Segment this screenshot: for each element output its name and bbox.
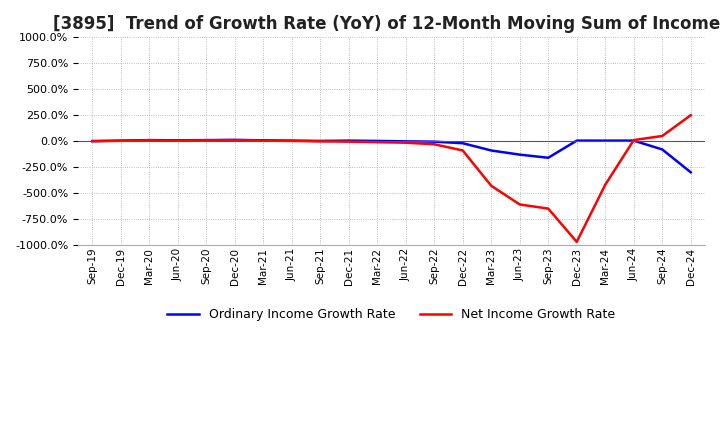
Legend: Ordinary Income Growth Rate, Net Income Growth Rate: Ordinary Income Growth Rate, Net Income … (163, 303, 621, 326)
Title: [3895]  Trend of Growth Rate (YoY) of 12-Month Moving Sum of Incomes: [3895] Trend of Growth Rate (YoY) of 12-… (53, 15, 720, 33)
Net Income Growth Rate (202, 138, 210, 143)
Ordinary Income Growth Rate (230, 137, 239, 143)
Ordinary Income Growth Rate (287, 138, 296, 143)
Ordinary Income Growth Rate (487, 148, 495, 153)
Net Income Growth Rate (145, 138, 153, 143)
Ordinary Income Growth Rate (373, 138, 382, 143)
Ordinary Income Growth Rate (686, 170, 695, 175)
Net Income Growth Rate (230, 137, 239, 143)
Net Income Growth Rate (516, 202, 524, 207)
Net Income Growth Rate (287, 138, 296, 143)
Ordinary Income Growth Rate (402, 139, 410, 144)
Net Income Growth Rate (601, 182, 610, 187)
Net Income Growth Rate (88, 139, 96, 144)
Net Income Growth Rate (259, 138, 268, 143)
Net Income Growth Rate (544, 206, 552, 211)
Net Income Growth Rate (316, 139, 325, 144)
Ordinary Income Growth Rate (516, 152, 524, 157)
Ordinary Income Growth Rate (88, 139, 96, 144)
Net Income Growth Rate (629, 137, 638, 143)
Net Income Growth Rate (686, 113, 695, 118)
Net Income Growth Rate (373, 139, 382, 145)
Ordinary Income Growth Rate (601, 138, 610, 143)
Ordinary Income Growth Rate (344, 138, 353, 143)
Ordinary Income Growth Rate (430, 139, 438, 144)
Line: Net Income Growth Rate: Net Income Growth Rate (92, 115, 690, 242)
Ordinary Income Growth Rate (202, 137, 210, 143)
Ordinary Income Growth Rate (459, 140, 467, 146)
Net Income Growth Rate (117, 138, 125, 143)
Net Income Growth Rate (174, 138, 182, 143)
Ordinary Income Growth Rate (544, 155, 552, 161)
Line: Ordinary Income Growth Rate: Ordinary Income Growth Rate (92, 140, 690, 172)
Ordinary Income Growth Rate (174, 138, 182, 143)
Net Income Growth Rate (344, 139, 353, 144)
Ordinary Income Growth Rate (145, 137, 153, 143)
Ordinary Income Growth Rate (316, 138, 325, 143)
Net Income Growth Rate (572, 239, 581, 245)
Ordinary Income Growth Rate (117, 138, 125, 143)
Net Income Growth Rate (430, 142, 438, 147)
Net Income Growth Rate (658, 133, 667, 139)
Net Income Growth Rate (487, 183, 495, 188)
Ordinary Income Growth Rate (572, 138, 581, 143)
Net Income Growth Rate (459, 148, 467, 153)
Ordinary Income Growth Rate (259, 138, 268, 143)
Net Income Growth Rate (402, 140, 410, 145)
Ordinary Income Growth Rate (629, 138, 638, 143)
Ordinary Income Growth Rate (658, 147, 667, 152)
